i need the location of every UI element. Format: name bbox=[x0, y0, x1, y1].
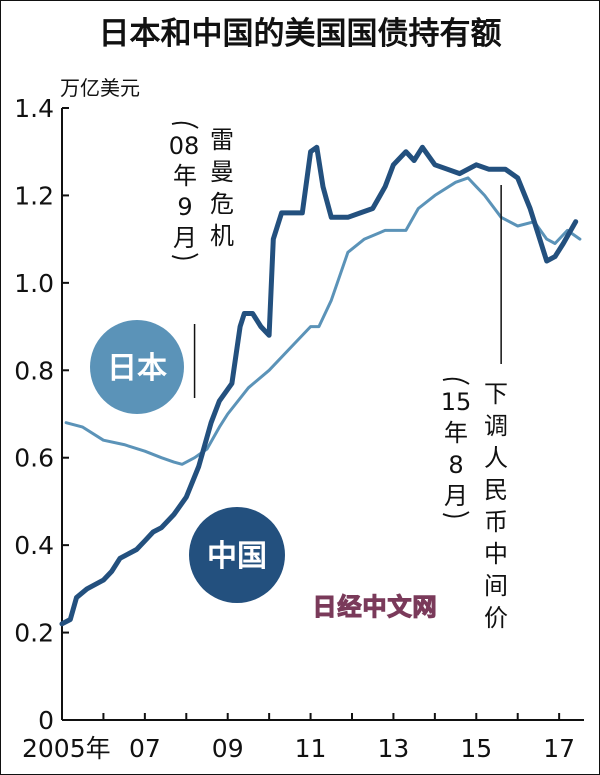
x-tick-label: 2005年 bbox=[22, 734, 111, 763]
badge-japan-label: 日本 bbox=[107, 351, 167, 386]
y-tick-label: 1.0 bbox=[14, 269, 54, 298]
y-tick-label: 0 bbox=[38, 706, 54, 735]
watermark: 日经中文网 bbox=[313, 593, 438, 621]
annotation-rmb-date-2: 年 bbox=[444, 419, 468, 447]
series-group bbox=[59, 144, 582, 627]
annotation-char: 机 bbox=[210, 222, 234, 250]
annotation-char: 币 bbox=[484, 508, 508, 536]
badge-japan-circle bbox=[90, 320, 184, 414]
y-tick-label: 0.8 bbox=[14, 356, 54, 385]
y-axis-unit: 万亿美元 bbox=[60, 76, 140, 100]
annotation-lehman-date-4: 月 bbox=[173, 224, 197, 252]
y-tick-label: 0.6 bbox=[14, 444, 54, 473]
x-axis-ticks: 2005年 07 09 11 13 15 17 bbox=[22, 713, 575, 763]
annotation-char: 民 bbox=[484, 476, 508, 504]
y-tick-label: 1.4 bbox=[14, 94, 54, 123]
x-tick-label: 11 bbox=[295, 734, 327, 763]
x-tick-label: 07 bbox=[129, 734, 161, 763]
y-tick-label: 0.4 bbox=[14, 531, 54, 560]
annotation-char: 雷 bbox=[210, 126, 234, 154]
annotation-char: 价 bbox=[484, 604, 508, 632]
annotation-rmb-date-1: 15 bbox=[441, 388, 472, 416]
annotation-char: 调 bbox=[484, 412, 508, 440]
badge-china: 中国 bbox=[189, 507, 285, 603]
x-tick-label: 17 bbox=[543, 734, 575, 763]
y-axis-ticks: 0 0.2 0.4 0.6 0.8 1.0 1.2 1.4 bbox=[14, 94, 69, 735]
annotation-rmb-paren-open bbox=[442, 377, 470, 385]
annotation-lehman-paren-open bbox=[171, 121, 199, 129]
annotation-rmb-paren-close bbox=[442, 511, 470, 518]
annotation-char: 危 bbox=[210, 190, 234, 218]
badge-japan: 日本 bbox=[90, 320, 184, 414]
annotation-lehman-paren-close bbox=[171, 253, 199, 260]
x-tick-label: 09 bbox=[212, 734, 244, 763]
badge-china-label: 中国 bbox=[207, 539, 267, 574]
series-line-china bbox=[59, 144, 579, 627]
annotation-lehman-date-1: 08 bbox=[169, 132, 200, 160]
annotation-char: 下 bbox=[484, 380, 508, 408]
annotation-char: 间 bbox=[484, 572, 508, 600]
annotation-rmb-date-4: 月 bbox=[444, 482, 468, 510]
y-tick-label: 1.2 bbox=[14, 181, 54, 210]
x-tick-label: 13 bbox=[378, 734, 410, 763]
series-line-japan bbox=[64, 176, 582, 466]
x-tick-label: 15 bbox=[460, 734, 492, 763]
annotation-lehman-date-3: 9 bbox=[177, 193, 192, 221]
badge-china-circle bbox=[189, 507, 285, 603]
annotation-rmb-date-3: 8 bbox=[448, 451, 463, 479]
y-tick-label: 0.2 bbox=[14, 619, 54, 648]
annotation-lehman-date-2: 年 bbox=[173, 162, 197, 190]
chart-title: 日本和中国的美国国债持有额 bbox=[99, 16, 502, 52]
annotation-char: 人 bbox=[484, 444, 508, 472]
annotation-char: 中 bbox=[484, 540, 508, 568]
annotation-char: 曼 bbox=[210, 158, 234, 186]
